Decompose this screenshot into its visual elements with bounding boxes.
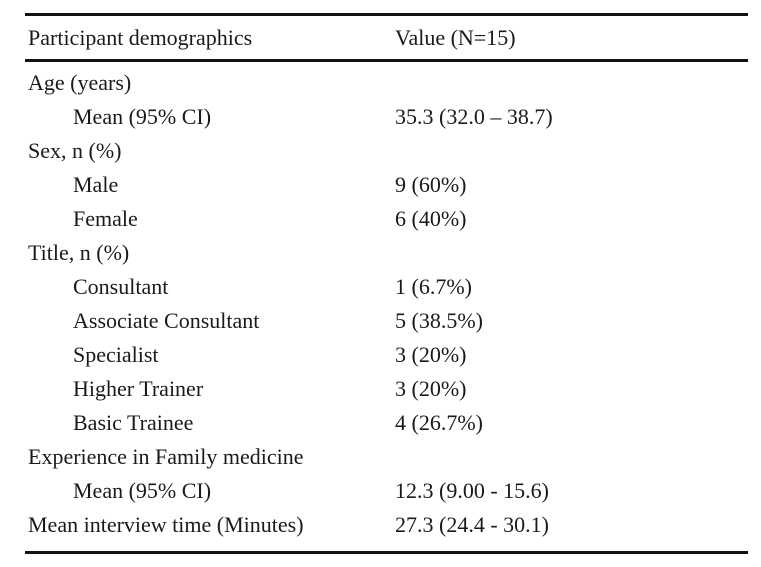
- table-row: Mean (95% CI) 35.3 (32.0 – 38.7): [25, 100, 748, 134]
- table-top-rule: [25, 13, 748, 16]
- table-row: Male 9 (60%): [25, 168, 748, 202]
- table-header-rule: [25, 59, 748, 62]
- row-label: Female: [73, 206, 138, 231]
- row-value: 5 (38.5%): [395, 308, 483, 333]
- header-value-label: Value (N=15): [395, 24, 516, 50]
- row-label: Higher Trainer: [73, 376, 204, 401]
- table-row: Higher Trainer 3 (20%): [25, 372, 748, 406]
- row-value: 35.3 (32.0 – 38.7): [395, 104, 553, 129]
- table-row: Basic Trainee 4 (26.7%): [25, 406, 748, 440]
- row-value: 9 (60%): [395, 172, 467, 197]
- row-label: Title, n (%): [28, 240, 130, 265]
- demographics-table: Participant demographics Value (N=15) Ag…: [25, 13, 748, 554]
- row-value: 3 (20%): [395, 376, 467, 401]
- row-label: Sex, n (%): [28, 138, 122, 163]
- row-label: Mean (95% CI): [73, 478, 212, 503]
- row-value: 3 (20%): [395, 342, 467, 367]
- table-row: Title, n (%): [25, 236, 748, 270]
- row-label: Basic Trainee: [73, 410, 194, 435]
- table-body: Age (years) Mean (95% CI) 35.3 (32.0 – 3…: [25, 62, 748, 546]
- row-label: Experience in Family medicine: [28, 444, 304, 469]
- row-value: 4 (26.7%): [395, 410, 483, 435]
- table-row: Sex, n (%): [25, 134, 748, 168]
- row-label: Specialist: [73, 342, 159, 367]
- table-bottom-rule: [25, 551, 748, 554]
- table-row: Age (years): [25, 66, 748, 100]
- row-value: 27.3 (24.4 - 30.1): [395, 512, 549, 537]
- table-row: Associate Consultant 5 (38.5%): [25, 304, 748, 338]
- table-row: Female 6 (40%): [25, 202, 748, 236]
- row-label: Male: [73, 172, 119, 197]
- row-label: Associate Consultant: [73, 308, 260, 333]
- table-row: Consultant 1 (6.7%): [25, 270, 748, 304]
- row-label: Consultant: [73, 274, 169, 299]
- row-label: Age (years): [28, 70, 132, 95]
- row-value: 12.3 (9.00 - 15.6): [395, 478, 549, 503]
- table-row: Mean interview time (Minutes) 27.3 (24.4…: [25, 508, 748, 542]
- table-header-row: Participant demographics Value (N=15): [25, 16, 748, 59]
- header-demographics-label: Participant demographics: [28, 24, 253, 50]
- row-label: Mean interview time (Minutes): [28, 512, 304, 537]
- table-row: Mean (95% CI) 12.3 (9.00 - 15.6): [25, 474, 748, 508]
- table-row: Experience in Family medicine: [25, 440, 748, 474]
- row-value: 6 (40%): [395, 206, 467, 231]
- row-label: Mean (95% CI): [73, 104, 212, 129]
- table-row: Specialist 3 (20%): [25, 338, 748, 372]
- row-value: 1 (6.7%): [395, 274, 472, 299]
